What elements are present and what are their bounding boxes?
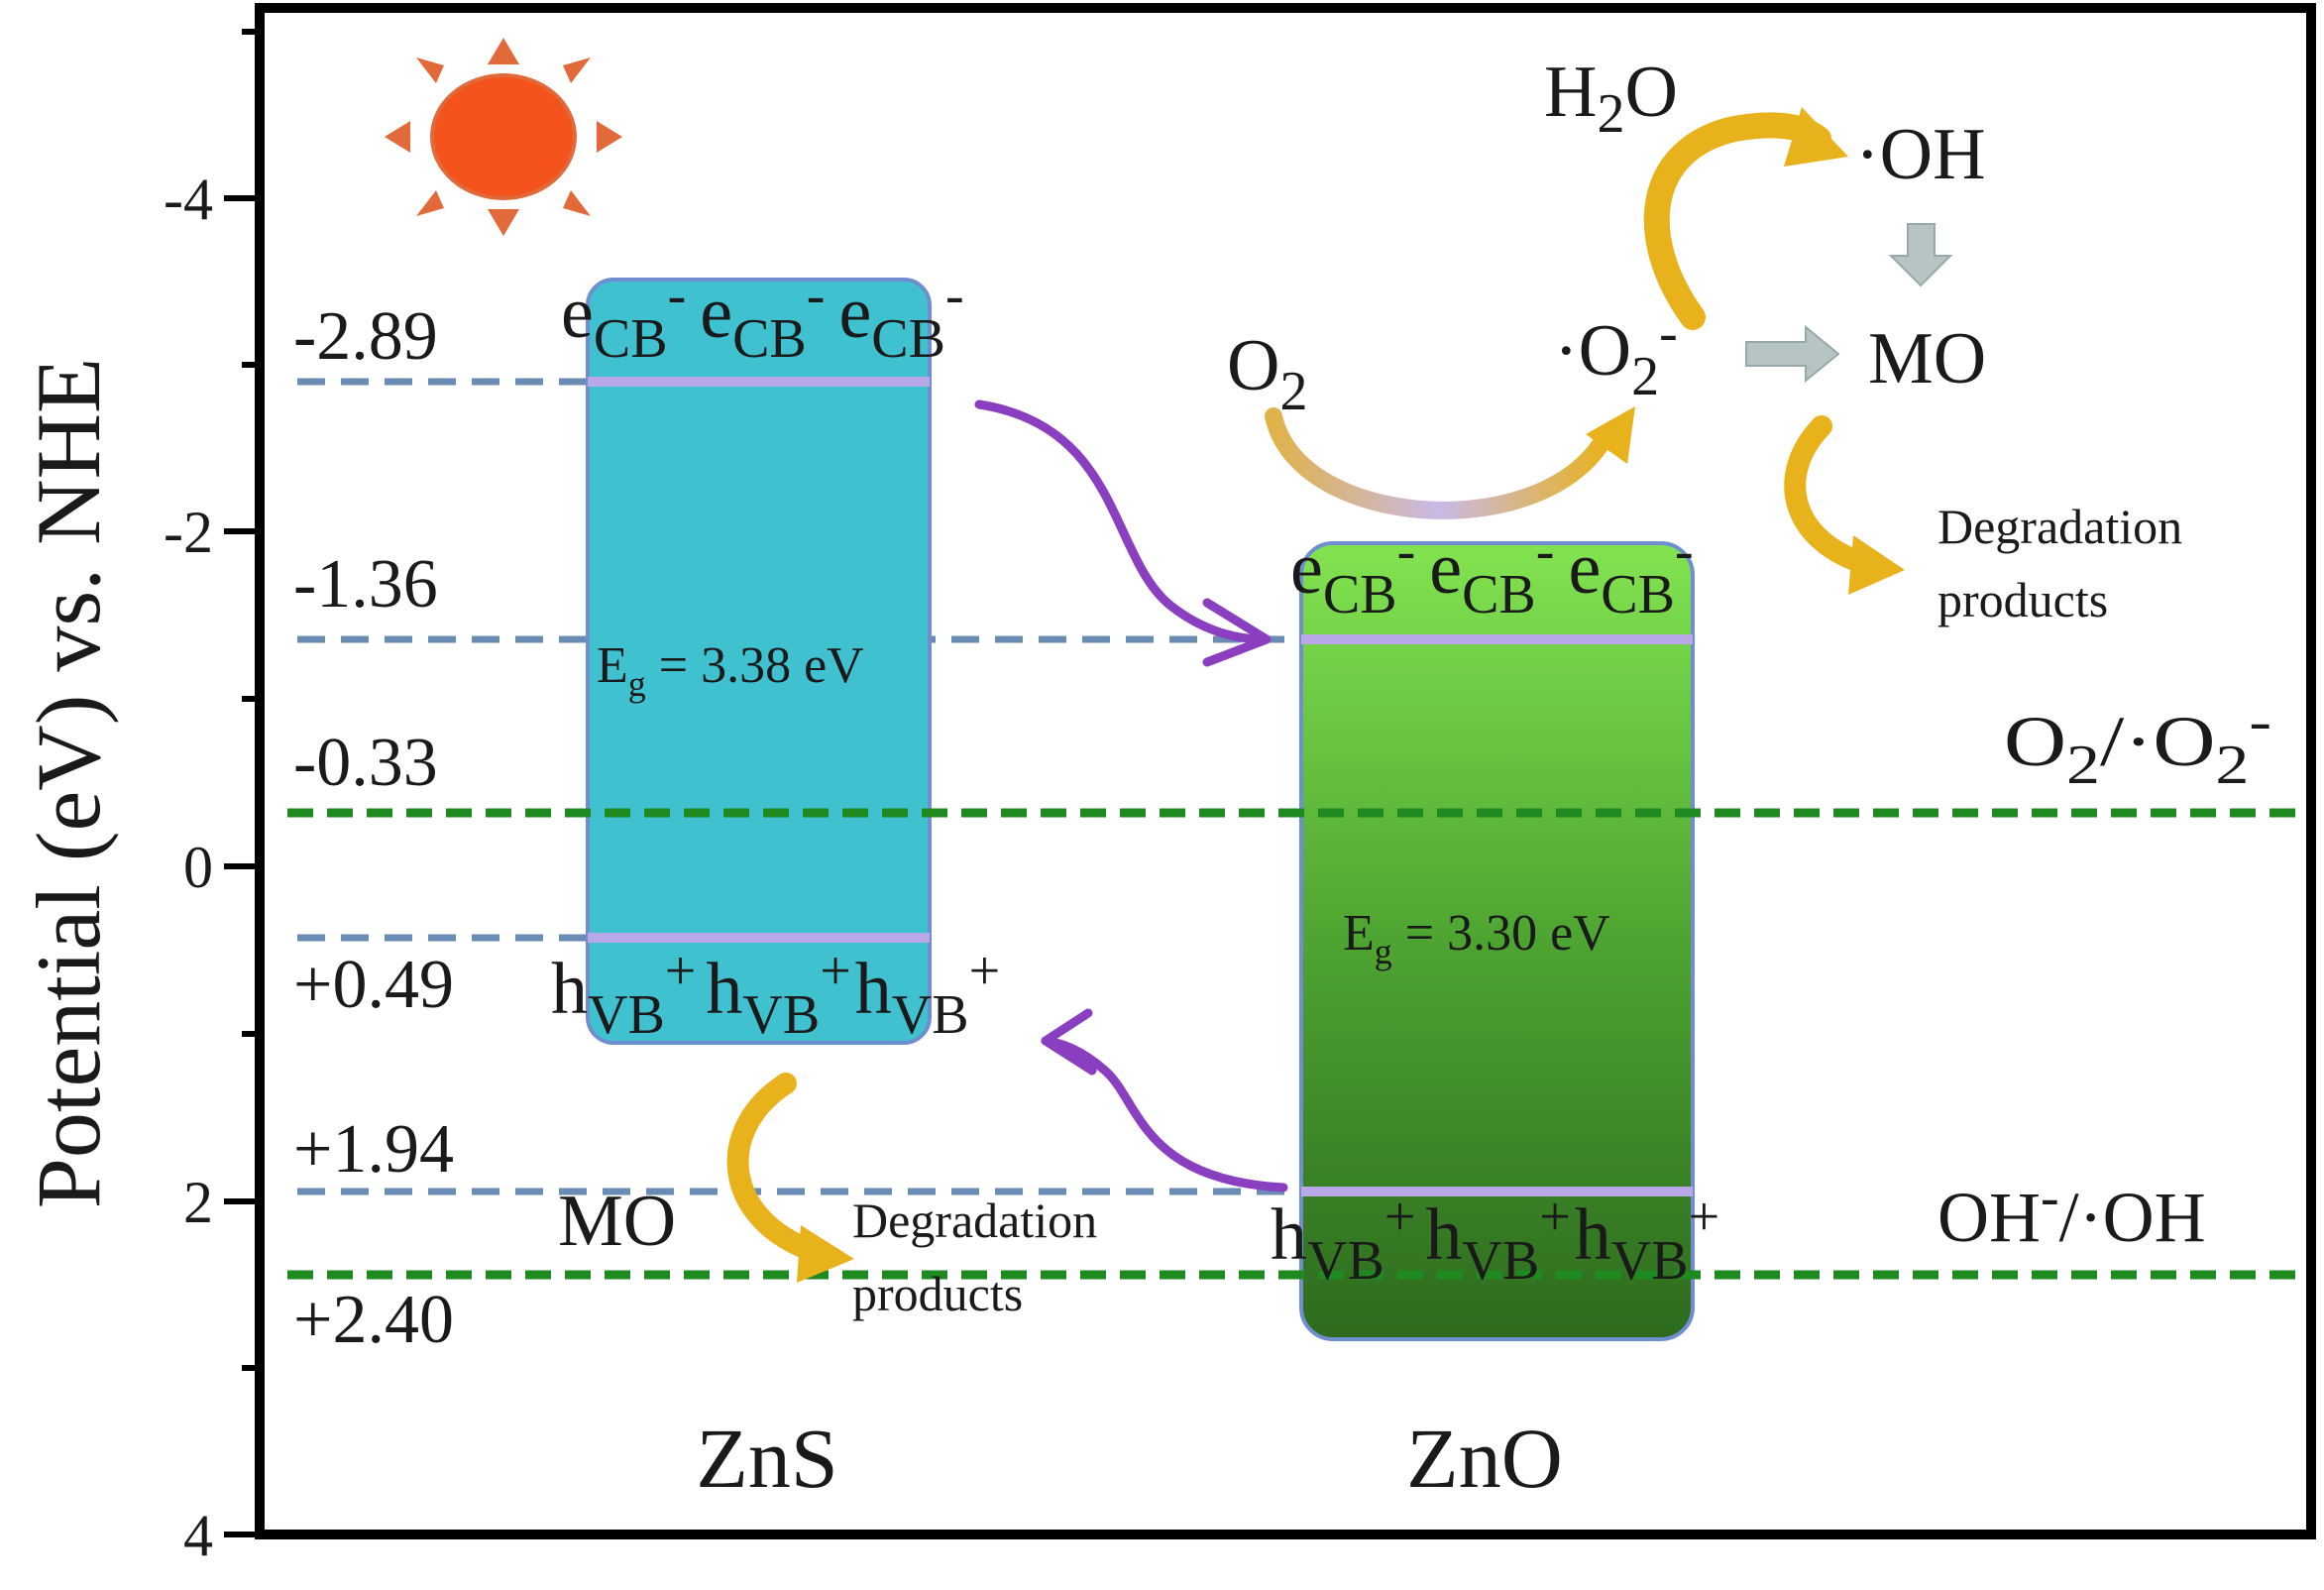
material-label-zns: ZnS (696, 1411, 837, 1506)
level-value: +1.94 (293, 1111, 454, 1188)
zno-band (1299, 541, 1695, 1341)
oh-couple-label: OH-/·OH (1937, 1167, 2206, 1257)
hole-transfer-arrow (1041, 1036, 1288, 1192)
degradation-label: Degradation (1937, 499, 2182, 554)
oh-radical-label: ·OH (1855, 114, 1986, 195)
hole-transfer-arrowhead (1041, 1008, 1097, 1076)
level-value: -2.89 (293, 298, 438, 375)
o2-reduction-arrow (1265, 406, 1635, 519)
zns-cb-electrons: eCB-eCB-eCB- (561, 265, 964, 370)
material-label-zno: ZnO (1406, 1411, 1563, 1506)
products-label: products (852, 1266, 1023, 1321)
level-value: +0.49 (293, 947, 454, 1023)
zns-vb-holes: hVB+ hVB+hVB+ (551, 941, 1000, 1046)
mo-label: MO (1868, 318, 1986, 399)
o2-couple-label: O 2/·O 2- (2004, 691, 2271, 796)
reaction-arrow (726, 1073, 854, 1283)
level-value: -0.33 (293, 725, 438, 801)
h2o-label: H2O (1544, 52, 1678, 145)
y-tick-label: 0 (183, 835, 213, 900)
zno-vb-holes: hVB+ hVB+hVB+ (1271, 1187, 1719, 1292)
electron-transfer-arrow (974, 399, 1269, 644)
block-arrow (1888, 223, 1953, 287)
y-tick-label: 2 (183, 1170, 213, 1235)
y-tick-label: -2 (164, 500, 213, 565)
zno-band-gap-label: Eg = 3.30 eV (1343, 905, 1610, 971)
level-value: -1.36 (293, 546, 438, 623)
level-value: +2.40 (293, 1282, 454, 1358)
block-arrow (1745, 324, 1840, 384)
zno-cb-electrons: eCB-eCB-eCB- (1290, 520, 1694, 625)
products-label: products (1937, 572, 2108, 627)
superoxide-label: ·O2- (1554, 302, 1678, 407)
mo-label: MO (558, 1181, 676, 1262)
sun-icon (385, 38, 622, 236)
zns-band (586, 278, 932, 1045)
y-tick-label: -4 (164, 167, 213, 232)
reaction-arrow (1643, 107, 1848, 330)
zns-band-gap-label: Eg = 3.38 eV (597, 637, 864, 704)
reaction-arrow (1784, 415, 1905, 595)
degradation-label: Degradation (852, 1192, 1097, 1248)
plot-frame (255, 3, 2316, 1539)
o2-label: O2 (1227, 325, 1307, 422)
y-tick-label: 4 (183, 1503, 213, 1568)
electron-transfer-arrowhead (1202, 598, 1272, 667)
y-axis (224, 29, 260, 1537)
y-axis-label: Potential (eV) vs. NHE (18, 358, 119, 1209)
